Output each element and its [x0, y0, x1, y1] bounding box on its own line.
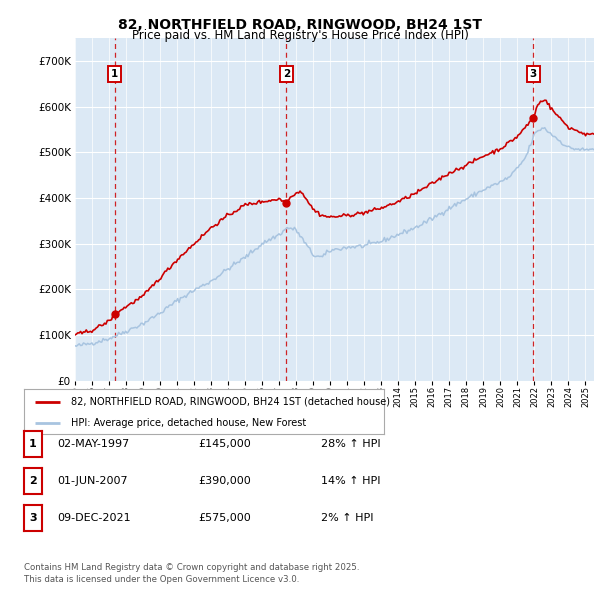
Text: 2: 2: [29, 476, 37, 486]
Text: 02-MAY-1997: 02-MAY-1997: [57, 439, 129, 448]
Text: £145,000: £145,000: [198, 439, 251, 448]
Text: 14% ↑ HPI: 14% ↑ HPI: [321, 476, 380, 486]
Text: 3: 3: [529, 69, 537, 79]
Text: 09-DEC-2021: 09-DEC-2021: [57, 513, 131, 523]
Text: 82, NORTHFIELD ROAD, RINGWOOD, BH24 1ST: 82, NORTHFIELD ROAD, RINGWOOD, BH24 1ST: [118, 18, 482, 32]
Text: HPI: Average price, detached house, New Forest: HPI: Average price, detached house, New …: [71, 418, 306, 428]
Text: 28% ↑ HPI: 28% ↑ HPI: [321, 439, 380, 448]
Text: 2% ↑ HPI: 2% ↑ HPI: [321, 513, 373, 523]
Text: 1: 1: [111, 69, 118, 79]
Text: 2: 2: [283, 69, 290, 79]
Text: Contains HM Land Registry data © Crown copyright and database right 2025.
This d: Contains HM Land Registry data © Crown c…: [24, 563, 359, 584]
Text: Price paid vs. HM Land Registry's House Price Index (HPI): Price paid vs. HM Land Registry's House …: [131, 30, 469, 42]
Text: 1: 1: [29, 439, 37, 448]
Text: 82, NORTHFIELD ROAD, RINGWOOD, BH24 1ST (detached house): 82, NORTHFIELD ROAD, RINGWOOD, BH24 1ST …: [71, 397, 390, 407]
Text: 01-JUN-2007: 01-JUN-2007: [57, 476, 128, 486]
Text: 3: 3: [29, 513, 37, 523]
Text: £390,000: £390,000: [198, 476, 251, 486]
Text: £575,000: £575,000: [198, 513, 251, 523]
